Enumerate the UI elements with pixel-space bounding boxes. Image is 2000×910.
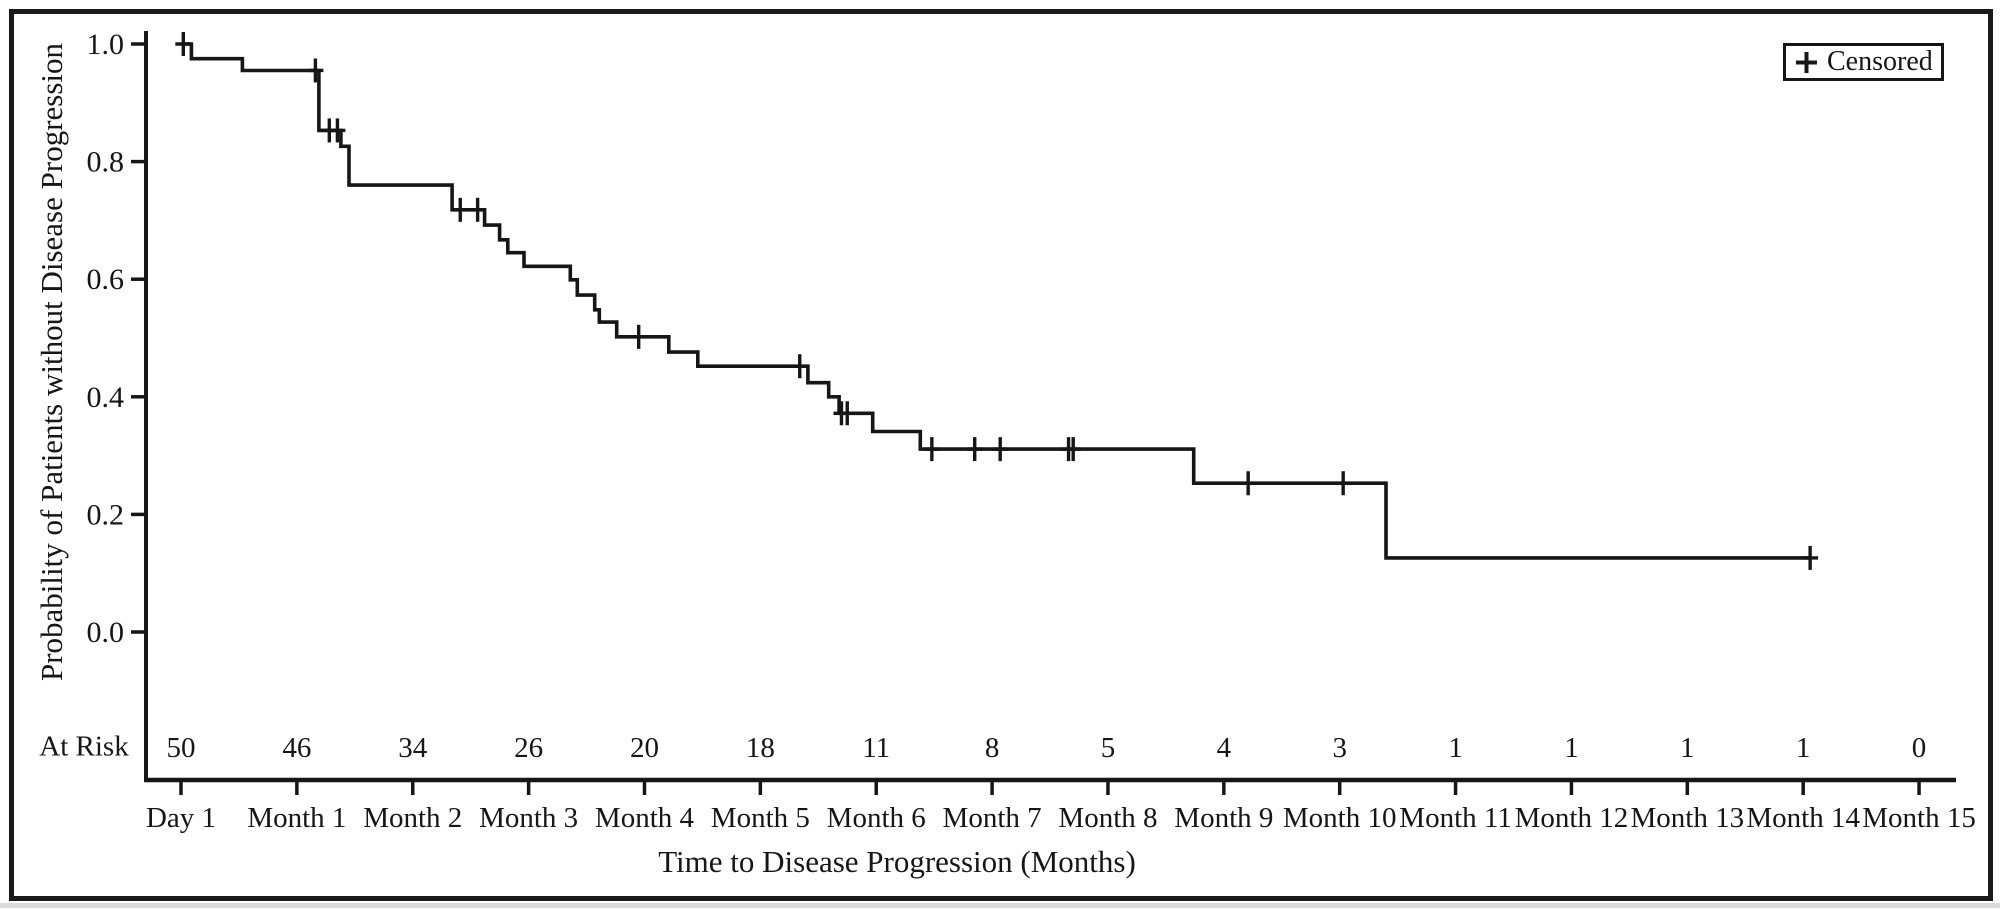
at-risk-count: 18 xyxy=(746,732,775,764)
at-risk-count: 46 xyxy=(282,732,311,764)
at-risk-count: 1 xyxy=(1564,732,1579,764)
at-risk-count: 0 xyxy=(1912,732,1927,764)
figure-border-frame xyxy=(9,9,1993,901)
y-tick-label: 0.2 xyxy=(87,498,125,531)
legend-box: Censored xyxy=(1783,43,1944,81)
at-risk-count: 20 xyxy=(630,732,659,764)
x-tick-label: Month 9 xyxy=(1174,802,1273,834)
x-tick-label: Month 15 xyxy=(1862,802,1976,834)
x-tick-label: Month 8 xyxy=(1058,802,1157,834)
censored-plus-icon xyxy=(1795,51,1818,74)
x-tick-label: Month 10 xyxy=(1283,802,1397,834)
y-tick-label: 0.8 xyxy=(87,146,125,179)
x-tick-label: Day 1 xyxy=(146,802,216,834)
x-tick-label: Month 6 xyxy=(827,802,926,834)
km-step-curve xyxy=(181,42,1811,560)
at-risk-count: 11 xyxy=(862,732,890,764)
at-risk-count: 8 xyxy=(985,732,1000,764)
y-tick-label: 0.6 xyxy=(87,263,125,296)
y-tick-label: 1.0 xyxy=(87,28,125,61)
at-risk-count: 4 xyxy=(1217,732,1232,764)
x-tick-label: Month 5 xyxy=(711,802,810,834)
x-axis-title: Time to Disease Progression (Months) xyxy=(658,844,1136,879)
at-risk-count: 5 xyxy=(1101,732,1116,764)
y-axis-title: Probability of Patients without Disease … xyxy=(34,42,69,682)
x-tick-label: Month 12 xyxy=(1515,802,1629,834)
x-tick-label: Month 11 xyxy=(1399,802,1512,834)
x-tick-label: Month 1 xyxy=(247,802,346,834)
at-risk-count: 34 xyxy=(398,732,428,764)
at-risk-count: 1 xyxy=(1448,732,1463,764)
x-tick-label: Month 4 xyxy=(595,802,695,834)
at-risk-count: 50 xyxy=(167,732,196,764)
x-tick-label: Month 13 xyxy=(1631,802,1745,834)
at-risk-count: 1 xyxy=(1796,732,1811,764)
x-tick-label: Month 2 xyxy=(363,802,462,834)
at-risk-count: 1 xyxy=(1680,732,1695,764)
at-risk-count: 3 xyxy=(1332,732,1347,764)
at-risk-row-label: At Risk xyxy=(39,730,129,763)
y-tick-label: 0.4 xyxy=(87,381,125,414)
x-tick-label: Month 14 xyxy=(1746,802,1860,834)
x-tick-label: Month 7 xyxy=(943,802,1042,834)
at-risk-count: 26 xyxy=(514,732,543,764)
scan-edge-strip xyxy=(0,903,2000,908)
y-tick-label: 0.0 xyxy=(87,616,125,649)
legend-censored-label: Censored xyxy=(1827,46,1933,77)
x-tick-label: Month 3 xyxy=(479,802,578,834)
